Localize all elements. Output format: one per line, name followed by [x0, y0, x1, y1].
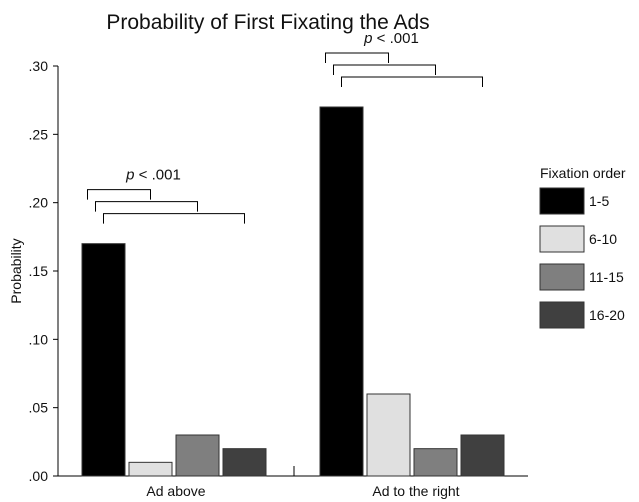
bar	[413, 448, 458, 477]
y-tick-label: .05	[29, 400, 49, 416]
x-ticks: Ad above Ad to the right	[146, 466, 460, 499]
significance-label: p < .001	[125, 167, 181, 184]
y-axis: .00 .05 .10 .15 .20 .25 .30 Probability	[8, 58, 59, 484]
bar	[366, 393, 411, 477]
legend: Fixation order 1-5 6-10 11-15 16-20	[539, 165, 626, 329]
legend-label: 1-5	[589, 193, 609, 209]
legend-label: 16-20	[589, 307, 625, 323]
bar	[81, 243, 126, 477]
significance-bracket	[87, 189, 151, 200]
significance-bracket	[95, 201, 198, 212]
y-tick-label: .15	[29, 263, 49, 279]
x-tick-label: Ad above	[146, 483, 205, 499]
bar	[460, 434, 505, 477]
y-tick-label: .25	[29, 126, 49, 142]
legend-swatch	[539, 187, 585, 215]
significance-bracket	[325, 52, 389, 63]
significance-bracket	[333, 64, 436, 75]
y-tick-label: .10	[29, 331, 49, 347]
legend-swatch	[539, 263, 585, 291]
legend-label: 11-15	[589, 269, 624, 285]
bars	[81, 106, 505, 477]
bar	[319, 106, 364, 477]
x-tick-label: Ad to the right	[372, 483, 459, 499]
legend-label: 6-10	[589, 231, 617, 247]
legend-swatch	[539, 301, 585, 329]
y-tick-label: .20	[29, 195, 49, 211]
y-axis-label: Probability	[8, 238, 24, 303]
bar	[222, 448, 267, 477]
significance-label: p < .001	[363, 30, 419, 47]
significance-bracket	[103, 213, 245, 224]
significance-annotations: p < .001 p < .001	[87, 30, 483, 224]
legend-title: Fixation order	[540, 165, 626, 181]
significance-bracket	[341, 76, 483, 87]
chart-title: Probability of First Fixating the Ads	[106, 11, 429, 34]
legend-swatch	[539, 225, 585, 253]
y-tick-label: .30	[29, 58, 49, 74]
bar	[128, 461, 173, 477]
bar	[175, 434, 220, 477]
y-ticks: .00 .05 .10 .15 .20 .25 .30	[29, 58, 58, 484]
y-tick-label: .00	[29, 468, 49, 484]
